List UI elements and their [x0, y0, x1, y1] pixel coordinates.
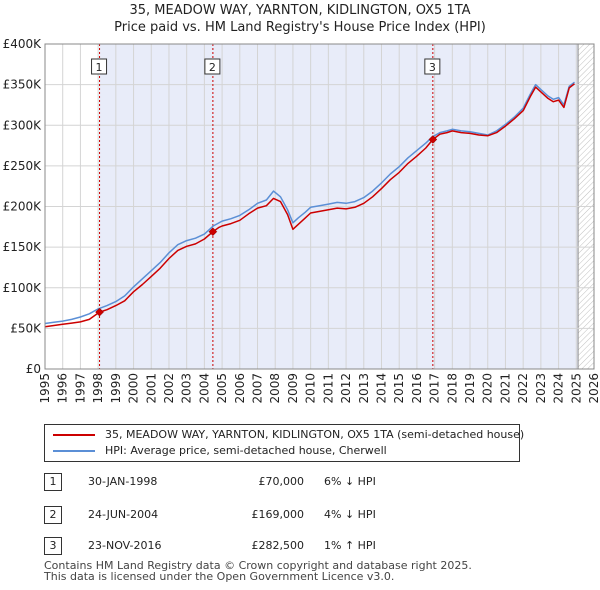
y-tick-label: £250K [3, 159, 43, 173]
transaction-price: £282,500 [251, 539, 305, 552]
transaction-row: 1 30-JAN-1998 £70,000 6% ↓ HPI [44, 472, 564, 492]
x-tick-label: 2022 [516, 373, 530, 404]
transaction-price: £169,000 [251, 508, 305, 521]
legend-swatch-property [53, 434, 95, 436]
x-tick-label: 2002 [162, 373, 176, 404]
x-tick-label: 2017 [428, 373, 442, 404]
x-tick-label: 2012 [339, 373, 353, 404]
x-tick-label: 2025 [569, 373, 583, 404]
transaction-number-box [91, 58, 108, 75]
x-tick-label: 2020 [481, 373, 495, 404]
transaction-date: 23-NOV-2016 [88, 539, 162, 552]
transaction-hpi-diff: 6% ↓ HPI [324, 475, 376, 488]
x-tick-label: 2015 [392, 373, 406, 404]
x-tick-label: 2018 [445, 373, 459, 404]
x-tick-label: 1995 [38, 373, 52, 404]
x-tick-label: 1996 [56, 373, 70, 404]
transaction-number-box [424, 58, 441, 75]
x-tick-label: 2021 [498, 373, 512, 404]
transaction-price: £70,000 [258, 475, 305, 488]
x-tick-label: 2024 [552, 373, 566, 404]
x-tick-label: 2010 [304, 373, 318, 404]
x-tick-label: 2016 [410, 373, 424, 404]
transaction-hpi-diff: 1% ↑ HPI [324, 539, 376, 552]
y-tick-label: £50K [10, 321, 42, 335]
y-tick-label: £150K [3, 240, 43, 254]
chart-title: 35, MEADOW WAY, YARNTON, KIDLINGTON, OX5… [129, 3, 471, 18]
chart-legend: 35, MEADOW WAY, YARNTON, KIDLINGTON, OX5… [44, 424, 524, 462]
transaction-number-label: 1 [96, 61, 103, 74]
x-tick-label: 2009 [286, 373, 300, 404]
transaction-number-badge: 3 [44, 537, 62, 555]
x-tick-label: 2013 [357, 373, 371, 404]
x-tick-label: 1997 [73, 373, 87, 404]
y-tick-label: £300K [3, 118, 43, 132]
x-tick-label: 2023 [534, 373, 548, 404]
x-tick-label: 2006 [233, 373, 247, 404]
x-tick-label: 2001 [144, 373, 158, 404]
y-tick-label: £400K [3, 37, 43, 51]
x-tick-label: 2011 [321, 373, 335, 404]
legend-swatch-hpi [53, 450, 95, 452]
sale-point-marker [95, 307, 104, 317]
footer-copyright: Contains HM Land Registry data © Crown c… [44, 560, 472, 582]
sale-point-marker [428, 135, 438, 144]
legend-label-property: 35, MEADOW WAY, YARNTON, KIDLINGTON, OX5… [105, 428, 525, 441]
x-tick-label: 2003 [180, 373, 194, 404]
x-tick-label: 1998 [91, 373, 105, 404]
hpi-line [44, 81, 575, 325]
x-tick-label: 2008 [268, 373, 282, 404]
transaction-number-label: 2 [209, 61, 216, 74]
footer-line: Contains HM Land Registry data © Crown c… [44, 559, 472, 572]
y-tick-label: £100K [3, 281, 43, 295]
y-tick-label: £350K [3, 78, 43, 92]
transaction-date: 24-JUN-2004 [88, 508, 159, 521]
x-tick-label: 2004 [197, 373, 211, 404]
transaction-number-badge: 2 [44, 506, 62, 524]
x-tick-label: 2026 [587, 373, 600, 404]
transaction-date: 30-JAN-1998 [88, 475, 158, 488]
chart-subtitle: Price paid vs. HM Land Registry's House … [114, 20, 486, 35]
x-tick-label: 2019 [463, 373, 477, 404]
transaction-row: 3 23-NOV-2016 £282,500 1% ↑ HPI [44, 536, 564, 556]
transaction-number-badge: 1 [44, 473, 62, 491]
x-tick-label: 2000 [127, 373, 141, 404]
transaction-row: 2 24-JUN-2004 £169,000 4% ↓ HPI [44, 505, 564, 525]
transaction-number-box [204, 58, 221, 75]
y-tick-label: £200K [3, 200, 43, 214]
property-price-line [44, 83, 575, 328]
y-tick-label: £0 [26, 362, 41, 376]
plot-frame [44, 43, 595, 370]
price-chart: 1 2 3 £0 £50K £100K £150K £200K £250K £300K £350K… [3, 37, 600, 404]
footer-line: This data is licensed under the Open Gov… [44, 570, 395, 583]
x-tick-label: 2007 [251, 373, 265, 404]
x-tick-label: 2005 [215, 373, 229, 404]
legend-label-hpi: HPI: Average price, semi-detached house,… [105, 444, 387, 457]
transaction-number-label: 3 [429, 61, 436, 74]
transaction-hpi-diff: 4% ↓ HPI [324, 508, 376, 521]
sale-point-marker [208, 227, 218, 237]
x-tick-label: 2014 [374, 373, 388, 404]
x-tick-label: 1999 [109, 373, 123, 404]
